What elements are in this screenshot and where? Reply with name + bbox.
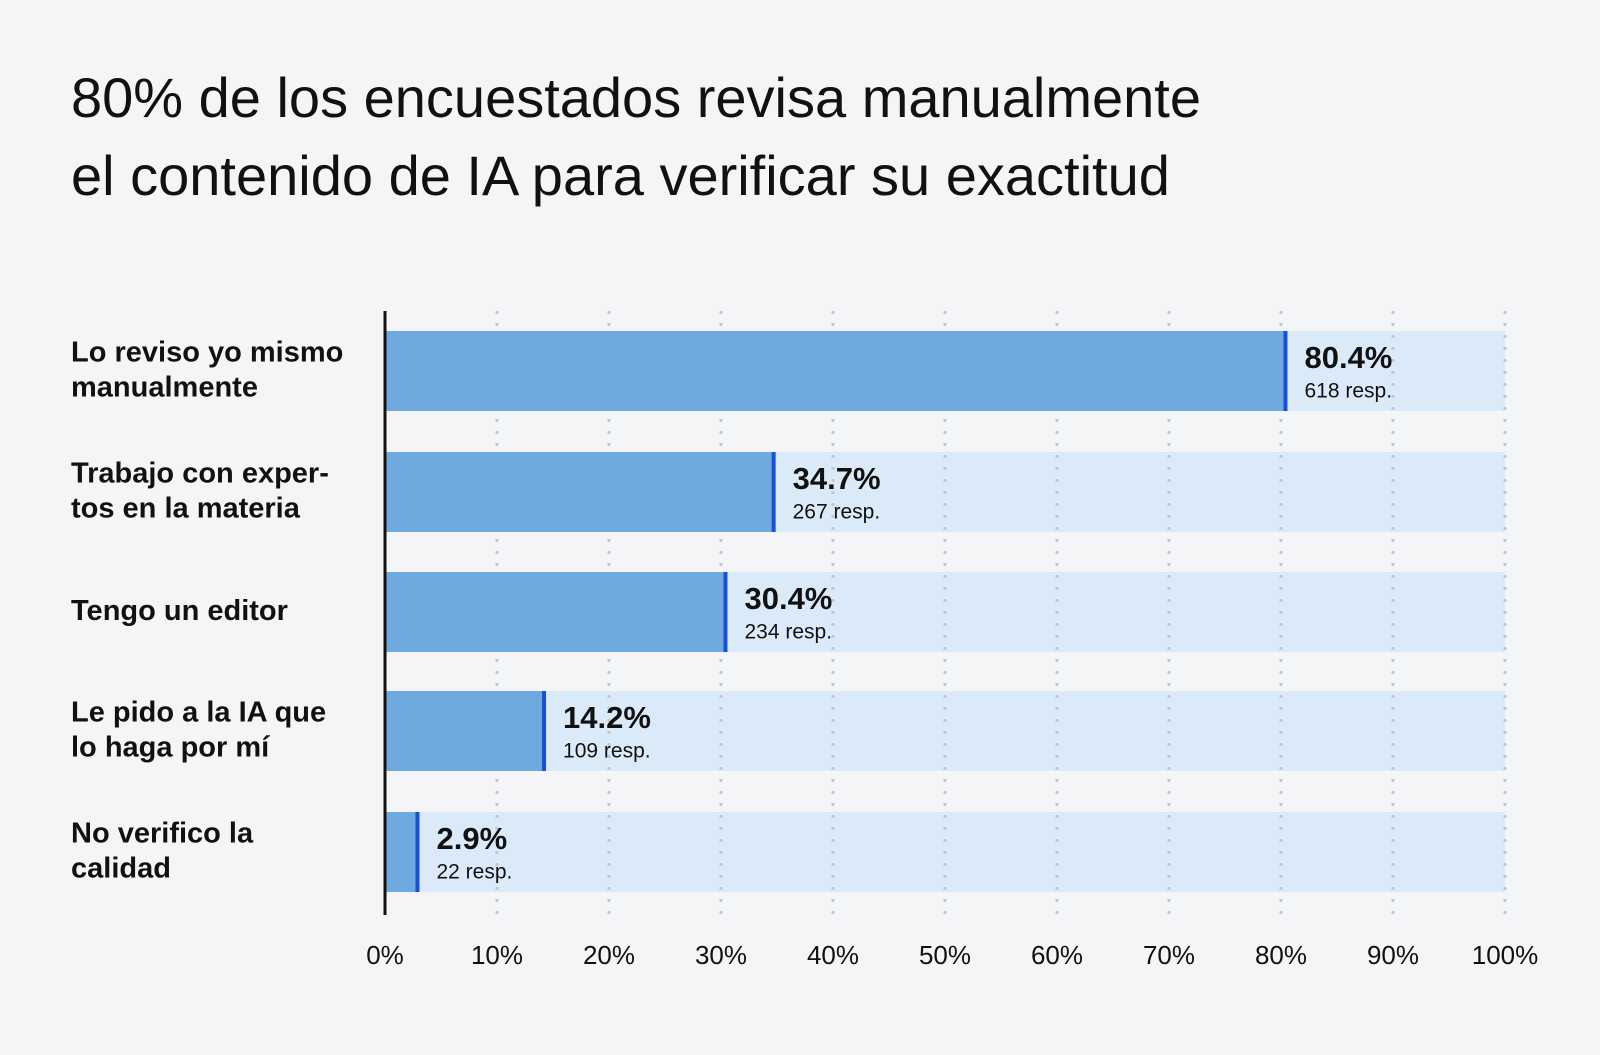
- bar-end: [723, 572, 728, 652]
- x-tick-label: 40%: [807, 940, 859, 970]
- value-label: 14.2%: [563, 700, 651, 735]
- bar: [385, 812, 418, 892]
- x-tick-label: 80%: [1255, 940, 1307, 970]
- y-tick-label: Tengo un editor: [71, 595, 288, 627]
- value-label: 80.4%: [1304, 340, 1392, 375]
- x-tick-label: 60%: [1031, 940, 1083, 970]
- bar-end: [771, 452, 776, 532]
- y-tick-label: No verifico la calidad: [71, 817, 254, 884]
- x-tick-label: 50%: [919, 940, 971, 970]
- y-tick-label: Le pido a la IA que lo haga por mí: [71, 696, 326, 763]
- bar-end: [415, 812, 420, 892]
- x-tick-label: 70%: [1143, 940, 1195, 970]
- value-label: 2.9%: [436, 821, 507, 856]
- value-label: 34.7%: [793, 461, 881, 496]
- count-label: 22 resp.: [436, 861, 512, 884]
- y-tick-label: Trabajo con exper-tos en la materia: [71, 457, 329, 524]
- bar-end: [1283, 331, 1288, 411]
- chart-title: 80% de los encuestados revisa manualment…: [71, 66, 1201, 207]
- value-label: 30.4%: [744, 581, 832, 616]
- bar: [385, 331, 1286, 411]
- y-tick-label: Lo reviso yo mismo manualmente: [71, 336, 343, 403]
- count-label: 234 resp.: [744, 621, 832, 644]
- bar: [385, 572, 726, 652]
- x-tick-label: 90%: [1367, 940, 1419, 970]
- count-label: 267 resp.: [793, 501, 881, 524]
- x-tick-label: 30%: [695, 940, 747, 970]
- count-label: 618 resp.: [1304, 380, 1392, 403]
- bar: [385, 452, 774, 532]
- x-tick-label: 10%: [471, 940, 523, 970]
- x-tick-label: 0%: [366, 940, 404, 970]
- x-tick-label: 100%: [1472, 940, 1539, 970]
- bar-end: [542, 691, 547, 771]
- x-tick-label: 20%: [583, 940, 635, 970]
- bar: [385, 691, 545, 771]
- count-label: 109 resp.: [563, 740, 651, 763]
